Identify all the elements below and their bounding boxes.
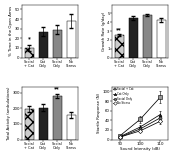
X-axis label: Sound Intensity (dB): Sound Intensity (dB) — [120, 147, 160, 151]
Text: **: ** — [116, 27, 122, 32]
Y-axis label: Growth Rate (g/day): Growth Rate (g/day) — [102, 11, 106, 51]
Bar — [53, 96, 62, 140]
Y-axis label: Total Activity (ambulations): Total Activity (ambulations) — [7, 86, 11, 140]
Bar — [67, 21, 76, 58]
Bar — [67, 115, 76, 140]
Bar — [157, 20, 166, 58]
Bar — [25, 48, 34, 58]
Bar — [39, 32, 48, 58]
Bar — [39, 108, 48, 140]
Legend: Social + Cat, Cat Only, Social Only, No Stress: Social + Cat, Cat Only, Social Only, No … — [113, 87, 134, 105]
Text: **: ** — [54, 86, 60, 91]
Bar — [25, 109, 34, 140]
Bar — [115, 35, 124, 58]
Bar — [53, 30, 62, 58]
Y-axis label: % Time in the Open Arms: % Time in the Open Arms — [9, 6, 13, 56]
Bar — [143, 15, 152, 58]
Bar — [129, 18, 138, 58]
Text: *: * — [28, 36, 31, 41]
Y-axis label: Startle Response (N): Startle Response (N) — [97, 93, 101, 133]
